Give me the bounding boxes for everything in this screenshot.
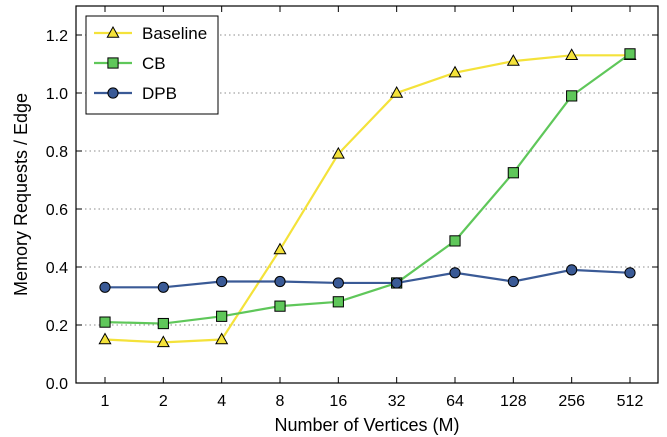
x-tick-label: 8 [276, 393, 285, 410]
data-point-cb [274, 300, 286, 312]
data-point-dpb [99, 281, 111, 293]
x-tick-label: 32 [388, 393, 406, 410]
data-point-dpb [391, 277, 403, 289]
y-tick-labels: 0.0 0.2 0.4 0.6 0.8 1.0 1.2 [46, 28, 68, 393]
y-tick-label: 1.2 [46, 28, 68, 45]
series-line-cb [104, 52, 631, 325]
data-point-baseline [565, 48, 579, 60]
axis-ticks [76, 6, 658, 384]
data-point-baseline [390, 85, 404, 98]
plot-frame [75, 5, 659, 384]
x-tick-label: 256 [558, 393, 585, 410]
legend-label-dpb: DPB [142, 84, 177, 103]
data-point-cb [99, 316, 111, 328]
legend-marker-cb [107, 57, 119, 69]
series-line-baseline [104, 54, 630, 344]
x-tick-label: 1 [101, 393, 110, 410]
y-axis-label: Memory Requests / Edge [11, 93, 31, 296]
x-axis-label: Number of Vertices (M) [274, 415, 459, 435]
data-point-dpb [157, 281, 169, 293]
data-point-dpb [274, 275, 286, 288]
data-point-baseline [215, 332, 229, 345]
data-point-cb [624, 48, 636, 60]
y-tick-label: 0.2 [46, 318, 68, 335]
data-point-cb [332, 296, 344, 308]
series-line-dpb [105, 268, 631, 289]
series-cb [99, 48, 636, 330]
data-point-baseline [331, 146, 345, 159]
x-tick-labels: 1 2 4 8 16 32 64 128 256 512 [101, 393, 644, 410]
x-tick-label: 2 [159, 393, 168, 410]
data-point-baseline [98, 332, 112, 345]
series-dpb [99, 264, 636, 293]
legend-label-cb: CB [142, 54, 166, 73]
data-point-dpb [449, 267, 461, 279]
data-point-cb [507, 167, 519, 179]
legend-label-baseline: Baseline [142, 24, 207, 43]
legend: Baseline CB DPB [85, 15, 219, 115]
data-point-baseline [273, 242, 287, 255]
data-point-dpb [332, 277, 344, 289]
data-point-baseline [156, 335, 170, 348]
x-tick-label: 4 [217, 393, 226, 410]
y-tick-label: 0.0 [46, 376, 68, 393]
data-point-baseline [506, 54, 520, 66]
x-tick-label: 512 [617, 393, 644, 410]
y-tick-label: 0.4 [46, 260, 68, 277]
data-point-cb [566, 90, 578, 102]
data-point-cb [157, 317, 169, 330]
data-point-dpb [566, 264, 578, 276]
data-point-dpb [624, 267, 636, 279]
legend-marker-baseline [106, 25, 120, 38]
x-tick-label: 128 [500, 393, 527, 410]
data-point-dpb [507, 275, 519, 288]
data-point-cb [449, 235, 461, 247]
y-tick-label: 1.0 [46, 86, 68, 103]
series-baseline [98, 48, 637, 348]
x-tick-label: 64 [446, 393, 464, 410]
series-layer [98, 48, 637, 348]
data-point-baseline [448, 65, 462, 78]
legend-marker-dpb [107, 87, 119, 99]
data-point-cb [216, 310, 228, 322]
y-tick-label: 0.8 [46, 144, 68, 161]
x-tick-label: 16 [329, 393, 347, 410]
y-tick-label: 0.6 [46, 202, 68, 219]
data-point-dpb [216, 275, 228, 288]
